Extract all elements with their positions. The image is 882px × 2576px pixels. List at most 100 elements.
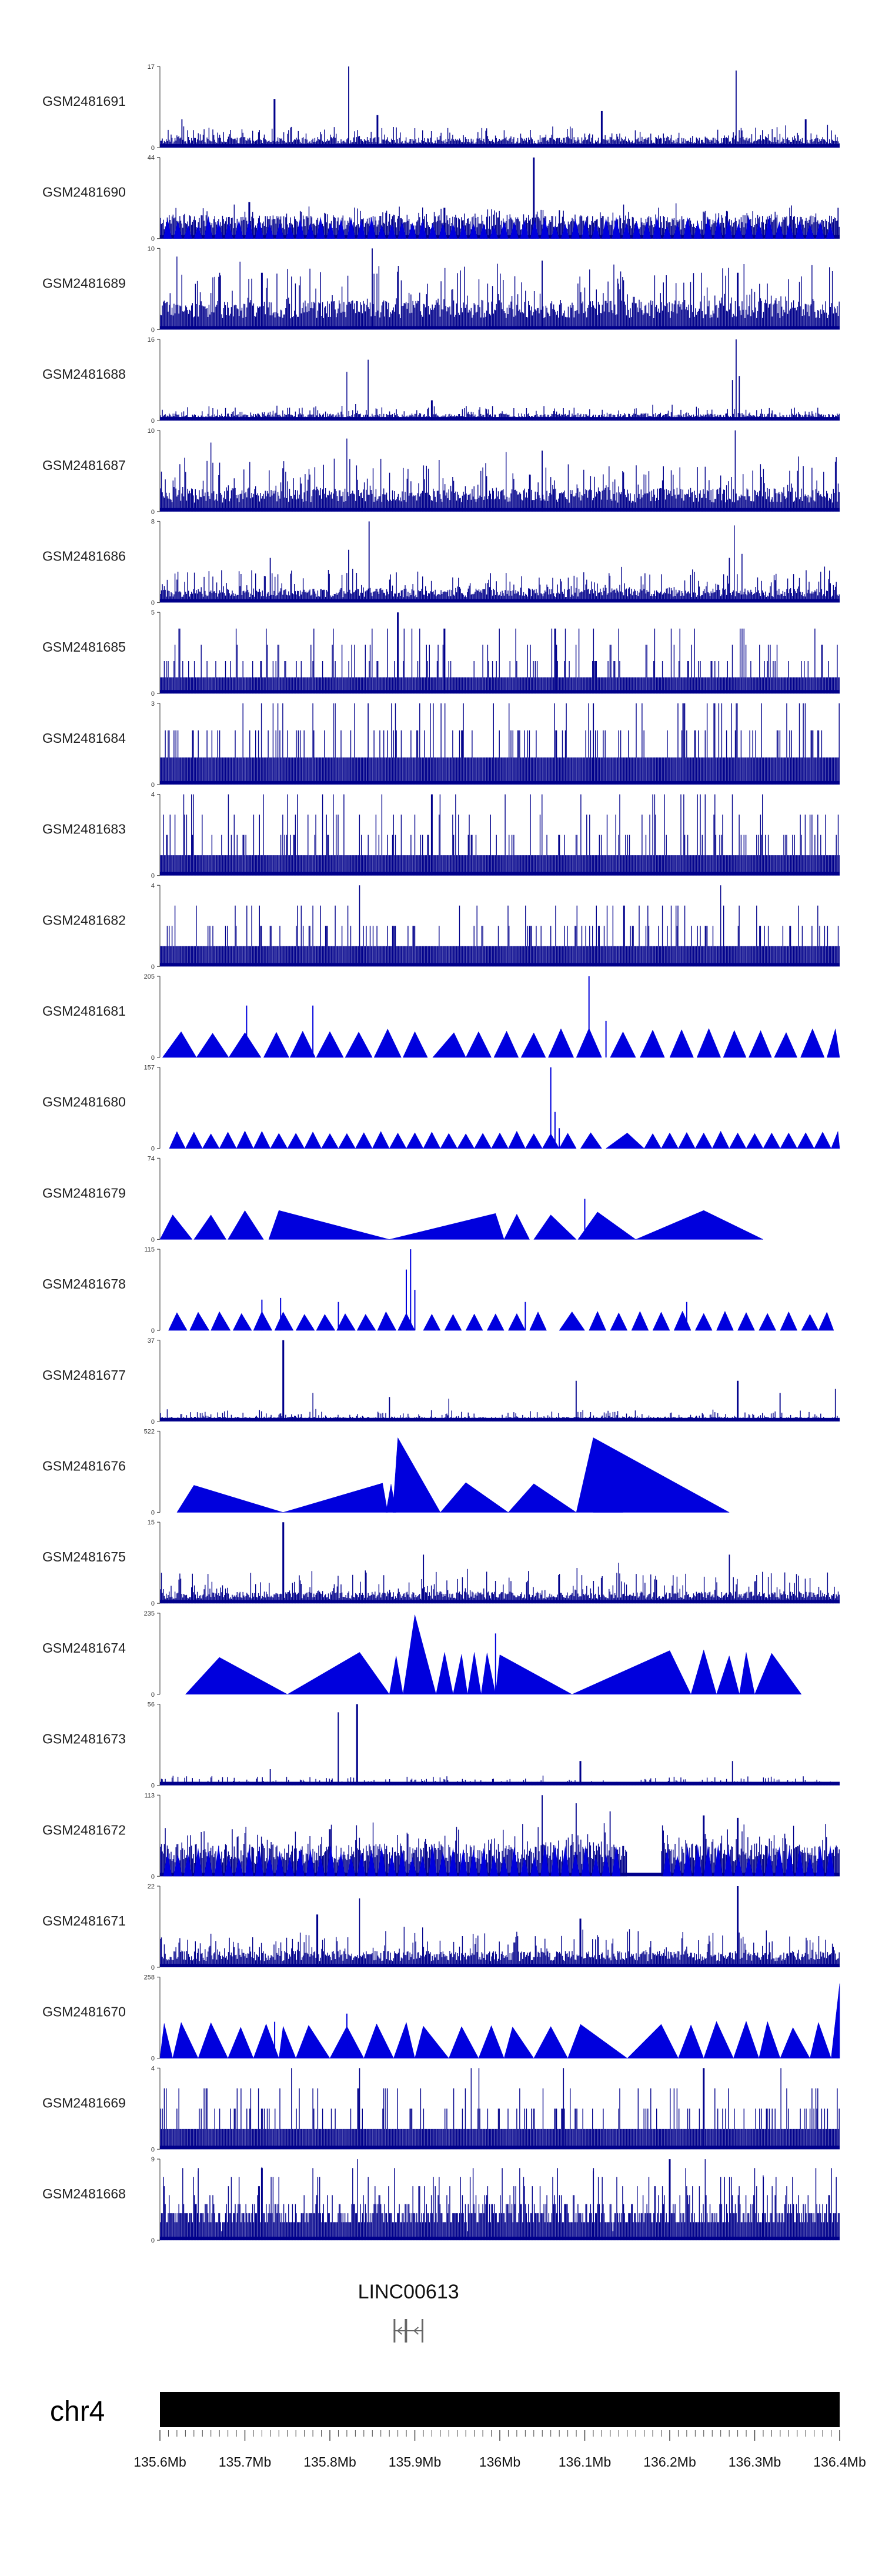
y-tick-label-max: 205 xyxy=(144,973,155,980)
gene-exon xyxy=(421,2319,423,2343)
signal-baseline xyxy=(160,235,840,239)
y-tick-label-min: 0 xyxy=(151,963,155,970)
signal-baseline xyxy=(160,508,840,512)
signal-baseline xyxy=(160,1964,840,1967)
y-tick-label-min: 0 xyxy=(151,600,155,607)
y-tick-label-max: 56 xyxy=(148,1701,155,1709)
track-label: GSM2481684 xyxy=(42,730,126,746)
signal-area xyxy=(176,1437,730,1513)
y-tick-label-min: 0 xyxy=(151,2056,155,2063)
track-label: GSM2481669 xyxy=(42,2095,126,2110)
gene-exon xyxy=(393,2319,396,2343)
signal-bars xyxy=(160,2159,840,2241)
y-tick-label-min: 0 xyxy=(151,236,155,243)
signal-tracks: GSM2481691170GSM2481690440GSM2481689100G… xyxy=(42,64,840,2244)
gene-label: LINC00613 xyxy=(358,2281,459,2303)
track-GSM2481683: GSM2481683 4 0 xyxy=(42,792,840,880)
signal-baseline xyxy=(160,1781,840,1786)
track-label: GSM2481687 xyxy=(42,458,126,473)
y-tick-label-max: 4 xyxy=(151,2065,155,2072)
y-tick-label-min: 0 xyxy=(151,1327,155,1334)
track-GSM2481676: GSM2481676 522 0 xyxy=(42,1429,730,1517)
y-tick-label-min: 0 xyxy=(151,873,155,880)
y-tick-label-max: 37 xyxy=(148,1337,155,1344)
y-tick-label-max: 74 xyxy=(148,1155,155,1162)
track-label: GSM2481679 xyxy=(42,1185,126,1200)
track-label: GSM2481677 xyxy=(42,1367,126,1383)
signal-bars xyxy=(160,703,840,785)
signal-bars xyxy=(160,885,840,967)
track-GSM2481679: GSM2481679 74 0 xyxy=(42,1155,764,1243)
chromosome-label: chr4 xyxy=(50,2396,105,2427)
y-tick-label-min: 0 xyxy=(151,1146,155,1153)
y-tick-label-max: 15 xyxy=(148,1519,155,1526)
track-label: GSM2481668 xyxy=(42,2186,126,2201)
track-GSM2481685: GSM2481685 5 0 xyxy=(42,609,840,698)
y-tick-label-max: 9 xyxy=(151,2156,155,2163)
track-label: GSM2481683 xyxy=(42,822,126,837)
signal-baseline xyxy=(160,963,840,967)
x-tick-label: 136.1Mb xyxy=(559,2454,612,2470)
y-tick-label-max: 258 xyxy=(144,1974,155,1981)
track-GSM2481688: GSM2481688 16 0 xyxy=(42,336,840,425)
signal-area xyxy=(162,1027,840,1058)
signal-baseline xyxy=(160,1873,840,1877)
signal-spikes xyxy=(261,1249,687,1331)
track-GSM2481669: GSM2481669 4 0 xyxy=(42,2065,840,2153)
signal-baseline xyxy=(160,1417,840,1422)
signal-baseline xyxy=(160,780,840,785)
genome-axis: 135.6Mb 135.7Mb 135.8Mb 135.9Mb 136Mb 136.1Mb… xyxy=(133,2430,866,2470)
signal-bars xyxy=(160,248,840,330)
y-tick-label-max: 8 xyxy=(151,519,155,526)
signal-area xyxy=(159,1983,840,2058)
y-tick-label-min: 0 xyxy=(151,1510,155,1517)
track-label: GSM2481672 xyxy=(42,1822,126,1837)
track-GSM2481687: GSM2481687 10 0 xyxy=(42,428,840,516)
signal-baseline xyxy=(160,690,840,694)
signal-baseline xyxy=(160,326,840,330)
signal-area xyxy=(185,1614,802,1695)
track-GSM2481689: GSM2481689 10 0 xyxy=(42,245,840,333)
signal-bars xyxy=(160,1886,840,1967)
signal-bars xyxy=(160,1522,840,1604)
track-GSM2481675: GSM2481675 15 0 xyxy=(42,1519,840,1607)
gene-track: LINC00613 xyxy=(358,2281,459,2343)
x-tick-label: 136.3Mb xyxy=(729,2454,781,2470)
x-tick-label: 135.8Mb xyxy=(303,2454,356,2470)
track-label: GSM2481678 xyxy=(42,1276,126,1292)
y-tick-label-max: 22 xyxy=(148,1883,155,1890)
y-tick-label-min: 0 xyxy=(151,1419,155,1426)
track-GSM2481682: GSM2481682 4 0 xyxy=(42,882,840,970)
y-tick-label-max: 3 xyxy=(151,700,155,708)
gene-exon xyxy=(405,2319,407,2343)
track-GSM2481684: GSM2481684 3 0 xyxy=(42,700,840,789)
y-tick-label-max: 115 xyxy=(144,1246,155,1253)
y-tick-label-max: 10 xyxy=(148,428,155,435)
track-label: GSM2481675 xyxy=(42,1549,126,1564)
x-tick-label: 136Mb xyxy=(479,2454,520,2470)
y-tick-label-min: 0 xyxy=(151,1691,155,1699)
x-tick-label: 136.4Mb xyxy=(813,2454,866,2470)
track-label: GSM2481688 xyxy=(42,366,126,382)
y-tick-label-min: 0 xyxy=(151,145,155,152)
track-GSM2481674: GSM2481674 235 0 xyxy=(42,1610,802,1699)
y-tick-label-min: 0 xyxy=(151,418,155,425)
track-GSM2481681: GSM2481681 205 0 xyxy=(42,973,840,1062)
y-tick-label-max: 17 xyxy=(148,64,155,71)
y-tick-label-min: 0 xyxy=(151,1964,155,1971)
signal-bars xyxy=(160,66,840,148)
signal-bars xyxy=(160,521,840,603)
signal-baseline xyxy=(160,144,840,148)
track-label: GSM2481673 xyxy=(42,1731,126,1747)
y-tick-label-max: 16 xyxy=(148,336,155,343)
y-tick-label-min: 0 xyxy=(151,1783,155,1790)
track-GSM2481670: GSM2481670 258 0 xyxy=(42,1974,840,2063)
signal-baseline xyxy=(160,1600,840,1604)
track-GSM2481691: GSM2481691 17 0 xyxy=(42,64,840,152)
y-tick-label-max: 4 xyxy=(151,792,155,799)
track-GSM2481686: GSM2481686 8 0 xyxy=(42,519,840,607)
signal-area xyxy=(163,1844,835,1877)
y-tick-label-min: 0 xyxy=(151,509,155,516)
signal-baseline xyxy=(160,417,840,421)
